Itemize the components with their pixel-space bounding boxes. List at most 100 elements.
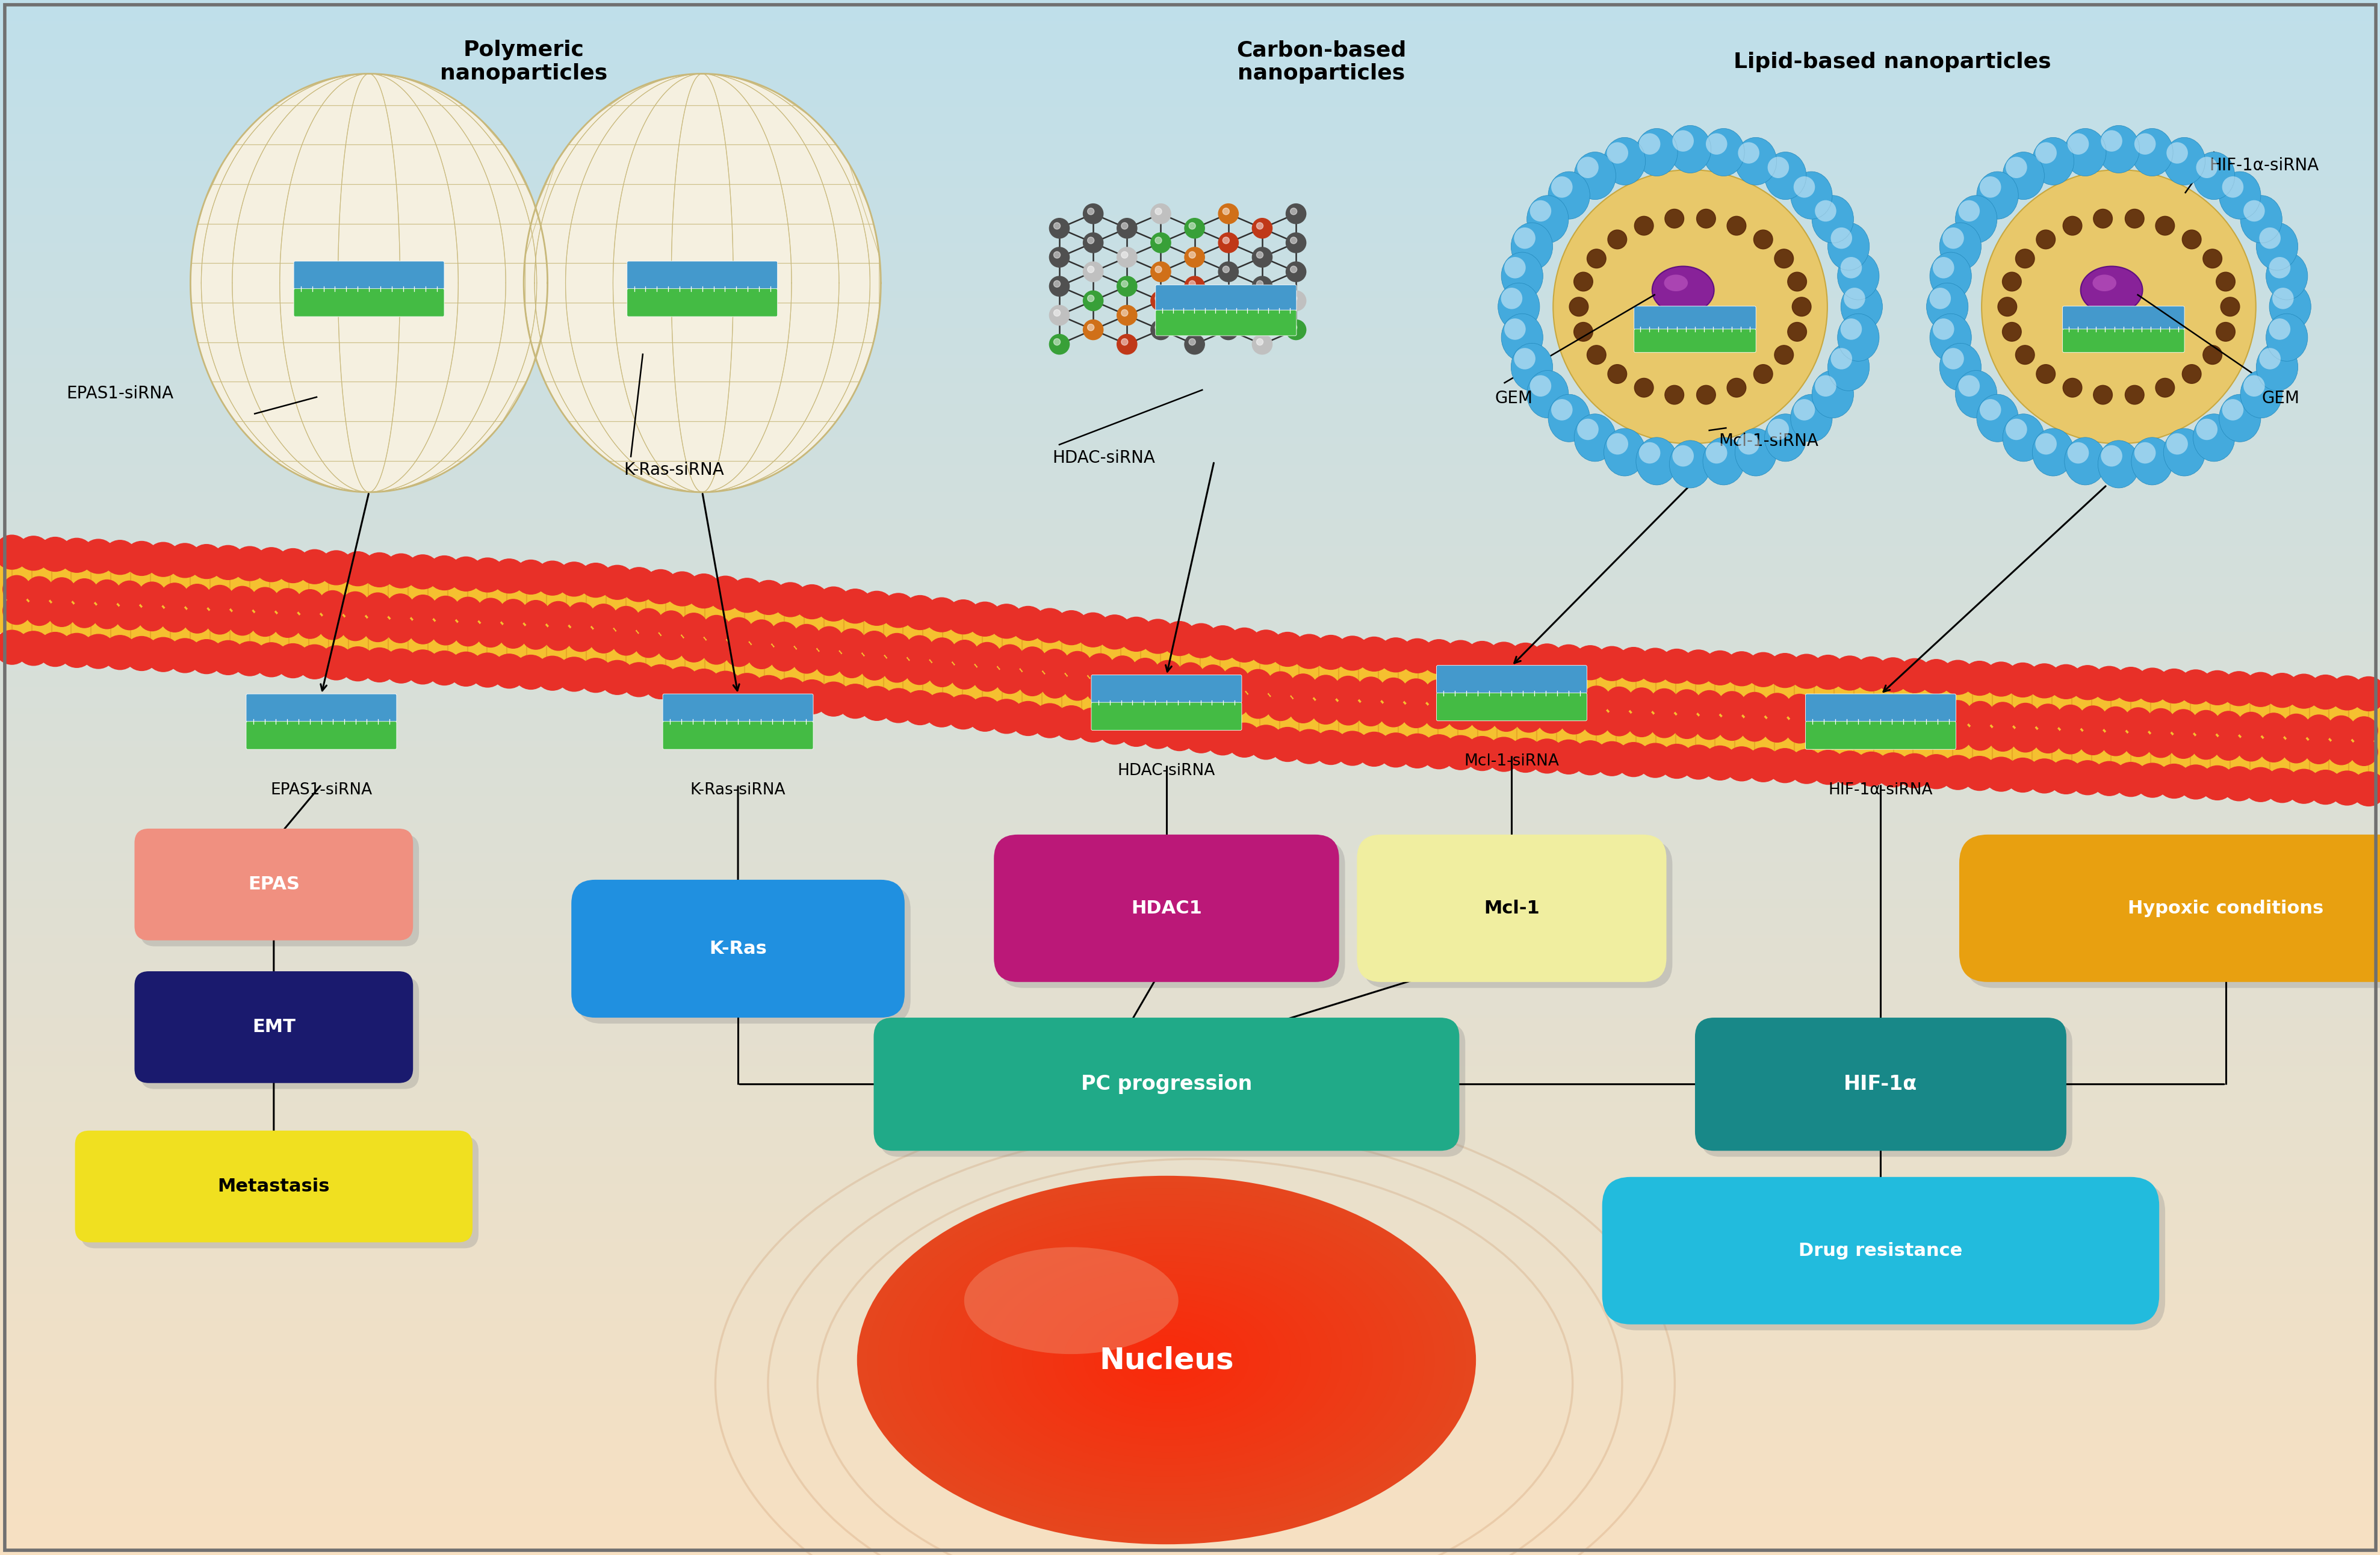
Circle shape [1033,608,1066,642]
Circle shape [1697,208,1716,229]
Circle shape [1587,345,1606,364]
Circle shape [816,683,850,717]
Circle shape [969,602,1002,636]
Ellipse shape [1511,344,1552,390]
Text: GEM: GEM [2261,390,2299,407]
Circle shape [1076,708,1109,742]
Circle shape [2002,322,2021,341]
Ellipse shape [1837,252,1878,300]
Circle shape [2125,208,2144,229]
Circle shape [2135,764,2168,798]
Text: K-Ras-siRNA: K-Ras-siRNA [624,462,724,477]
Circle shape [274,610,302,638]
Circle shape [2221,767,2256,801]
Circle shape [1285,233,1307,253]
Circle shape [1088,266,1095,272]
FancyBboxPatch shape [1435,666,1587,694]
Circle shape [183,585,212,611]
Circle shape [1854,718,1880,746]
Ellipse shape [1547,395,1590,442]
Circle shape [274,588,302,616]
Circle shape [1116,334,1138,355]
Ellipse shape [1840,283,1883,331]
Circle shape [2135,442,2156,463]
Circle shape [2135,134,2156,154]
Circle shape [1076,613,1109,647]
FancyBboxPatch shape [1804,694,1956,722]
Circle shape [2071,666,2104,700]
Circle shape [500,620,526,648]
Ellipse shape [2266,252,2306,300]
Circle shape [612,628,640,655]
FancyBboxPatch shape [1602,1177,2159,1325]
Circle shape [747,620,776,647]
Circle shape [2259,734,2287,762]
Ellipse shape [1604,429,1645,476]
Circle shape [471,653,505,687]
Circle shape [1150,261,1171,281]
Circle shape [1559,686,1587,712]
Circle shape [276,549,309,583]
FancyBboxPatch shape [1966,841,2380,987]
Circle shape [1530,739,1564,773]
Circle shape [2304,715,2332,742]
FancyBboxPatch shape [2061,330,2185,353]
Circle shape [1514,227,1535,249]
Circle shape [1219,204,1238,224]
FancyBboxPatch shape [881,1023,1466,1157]
Circle shape [1792,400,1814,420]
Circle shape [2287,770,2320,804]
Ellipse shape [1114,1330,1219,1390]
Circle shape [1399,639,1435,673]
Circle shape [2197,418,2218,440]
Circle shape [1357,732,1390,767]
Text: Mcl-1: Mcl-1 [1483,899,1540,917]
Circle shape [681,634,707,662]
Circle shape [1040,648,1069,676]
Ellipse shape [909,1207,1423,1513]
Text: Carbon-based
nanoparticles: Carbon-based nanoparticles [1235,40,1407,84]
Circle shape [1223,208,1228,215]
FancyBboxPatch shape [1633,330,1756,353]
Ellipse shape [1811,370,1854,418]
Circle shape [883,633,912,661]
Circle shape [1088,323,1095,331]
Ellipse shape [1095,1317,1238,1403]
Circle shape [747,641,776,669]
Circle shape [228,608,257,636]
Circle shape [2156,669,2190,703]
Circle shape [362,648,397,683]
Circle shape [726,617,752,645]
Text: Drug resistance: Drug resistance [1799,1242,1961,1260]
Circle shape [657,611,685,639]
Circle shape [476,599,505,625]
FancyBboxPatch shape [293,289,445,317]
Circle shape [521,600,550,628]
Circle shape [319,591,347,619]
Circle shape [2035,142,2056,163]
Circle shape [1552,400,1573,420]
Text: EPAS1-siRNA: EPAS1-siRNA [271,782,371,798]
Circle shape [1723,652,1759,686]
Circle shape [904,658,933,684]
Ellipse shape [1052,1292,1280,1427]
FancyBboxPatch shape [133,972,414,1082]
Circle shape [2328,715,2354,743]
Ellipse shape [2163,429,2204,476]
Text: Mcl-1-siRNA: Mcl-1-siRNA [1464,754,1559,770]
Circle shape [2033,726,2061,753]
Circle shape [1116,277,1138,297]
Circle shape [1792,176,1814,197]
Ellipse shape [1664,275,1687,291]
Circle shape [2182,230,2202,249]
Circle shape [1918,659,1954,694]
Circle shape [2202,345,2221,364]
Circle shape [945,695,981,729]
Circle shape [1573,740,1606,774]
Circle shape [2168,731,2197,759]
Circle shape [1764,715,1790,742]
Circle shape [102,636,138,670]
Circle shape [1421,734,1457,768]
Circle shape [2282,714,2309,742]
Circle shape [1085,653,1114,681]
